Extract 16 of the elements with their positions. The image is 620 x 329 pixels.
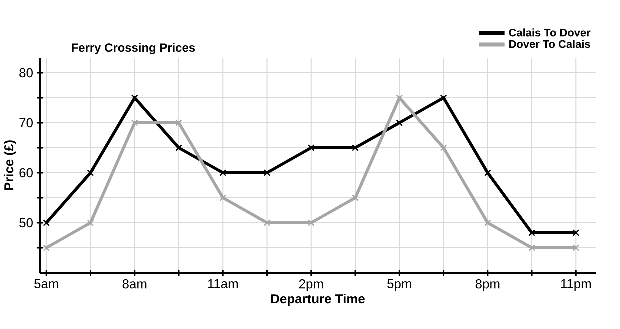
legend-label: Calais To Dover	[509, 28, 591, 37]
x-tick-label: 5am	[34, 280, 58, 289]
x-axis-title: Departure Time	[271, 294, 365, 306]
x-tick-label: 8am	[122, 280, 147, 289]
x-tick-label: 5pm	[388, 280, 412, 292]
y-tick-label: 60	[20, 168, 33, 178]
x-tick-label: 2pm	[299, 280, 324, 292]
chart-title: Ferry Crossing Prices	[72, 43, 196, 54]
x-tick-label: 8pm	[476, 280, 500, 292]
x-tick-label: 11am	[208, 280, 238, 289]
y-tick-label: 80	[20, 68, 33, 78]
y-axis-title: Price (£)	[4, 140, 16, 190]
legend-label: Dover To Calais	[510, 40, 590, 48]
y-tick-label: 70	[20, 118, 33, 128]
x-tick-label: 11pm	[561, 280, 592, 292]
y-tick-label: 50	[20, 218, 33, 228]
